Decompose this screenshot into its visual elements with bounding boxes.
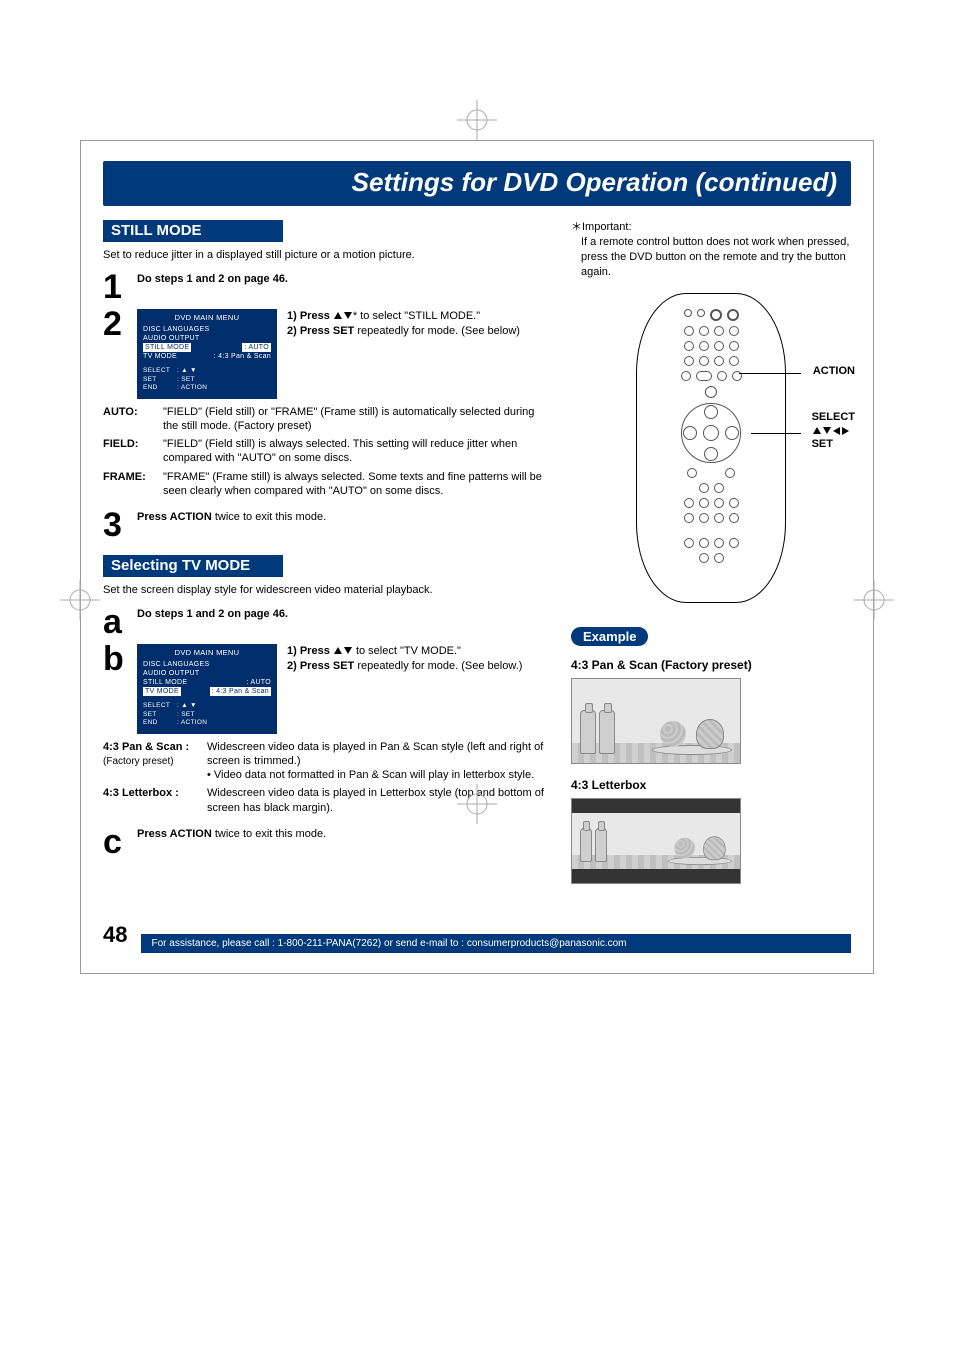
page: Settings for DVD Operation (continued) S… [0, 0, 954, 1034]
step-number-2: 2 [103, 309, 129, 340]
page-number: 48 [103, 922, 127, 948]
content-frame: Settings for DVD Operation (continued) S… [80, 140, 874, 974]
step-a: a Do steps 1 and 2 on page 46. [103, 607, 551, 638]
example-panscan-image [571, 678, 741, 764]
down-icon [344, 647, 352, 654]
page-title: Settings for DVD Operation (continued) [103, 161, 851, 206]
step-b: b DVD MAIN MENU DISC LANGUAGES AUDIO OUT… [103, 644, 551, 734]
step-c: c Press ACTION twice to exit this mode. [103, 827, 551, 858]
remote-outline [636, 293, 786, 603]
registration-mark-left [60, 580, 100, 620]
dvd-menu-tv: DVD MAIN MENU DISC LANGUAGES AUDIO OUTPU… [137, 644, 277, 734]
footer: 48 For assistance, please call : 1-800-2… [103, 916, 851, 953]
still-mode-intro: Set to reduce jitter in a displayed stil… [103, 248, 551, 262]
example-1-title: 4:3 Pan & Scan (Factory preset) [571, 658, 851, 672]
example-letterbox-image [571, 798, 741, 884]
menu-title: DVD MAIN MENU [143, 313, 271, 322]
dvd-menu-still: DVD MAIN MENU DISC LANGUAGES AUDIO OUTPU… [137, 309, 277, 399]
right-column: ＊Important: If a remote control button d… [571, 220, 851, 898]
important-note: ＊Important: If a remote control button d… [571, 220, 851, 279]
still-mode-definitions: AUTO:"FIELD" (Field still) or "FRAME" (F… [103, 405, 551, 499]
remote-diagram: ACTION SELECT SET [571, 293, 851, 603]
still-mode-header: STILL MODE [103, 220, 283, 242]
up-icon [334, 647, 342, 654]
tv-mode-header: Selecting TV MODE [103, 555, 283, 577]
step-number-1: 1 [103, 272, 129, 303]
step-letter-b: b [103, 644, 129, 675]
registration-mark-bottom [457, 784, 497, 824]
step-b-substeps: 1) Press to select "TV MODE." 2) Press S… [287, 644, 522, 674]
tv-mode-intro: Set the screen display style for widescr… [103, 583, 551, 597]
footer-bar: For assistance, please call : 1-800-211-… [141, 934, 851, 953]
up-icon [334, 312, 342, 319]
step-2-substeps: 1) Press * to select "STILL MODE." 2) Pr… [287, 309, 520, 339]
step-1-text: Do steps 1 and 2 on page 46. [137, 272, 551, 287]
example-badge: Example [571, 627, 648, 646]
step-1: 1 Do steps 1 and 2 on page 46. [103, 272, 551, 303]
example-2-title: 4:3 Letterbox [571, 778, 851, 792]
step-2: 2 DVD MAIN MENU DISC LANGUAGES AUDIO OUT… [103, 309, 551, 399]
step-letter-a: a [103, 607, 129, 638]
step-a-text: Do steps 1 and 2 on page 46. [137, 607, 551, 622]
dpad [681, 403, 741, 463]
registration-mark-right [854, 580, 894, 620]
registration-mark-top [457, 100, 497, 140]
down-icon [344, 312, 352, 319]
callout-select: SELECT SET [812, 411, 855, 451]
step-3: 3 Press ACTION twice to exit this mode. [103, 510, 551, 541]
step-letter-c: c [103, 827, 129, 858]
step-number-3: 3 [103, 510, 129, 541]
callout-action: ACTION [813, 365, 855, 378]
